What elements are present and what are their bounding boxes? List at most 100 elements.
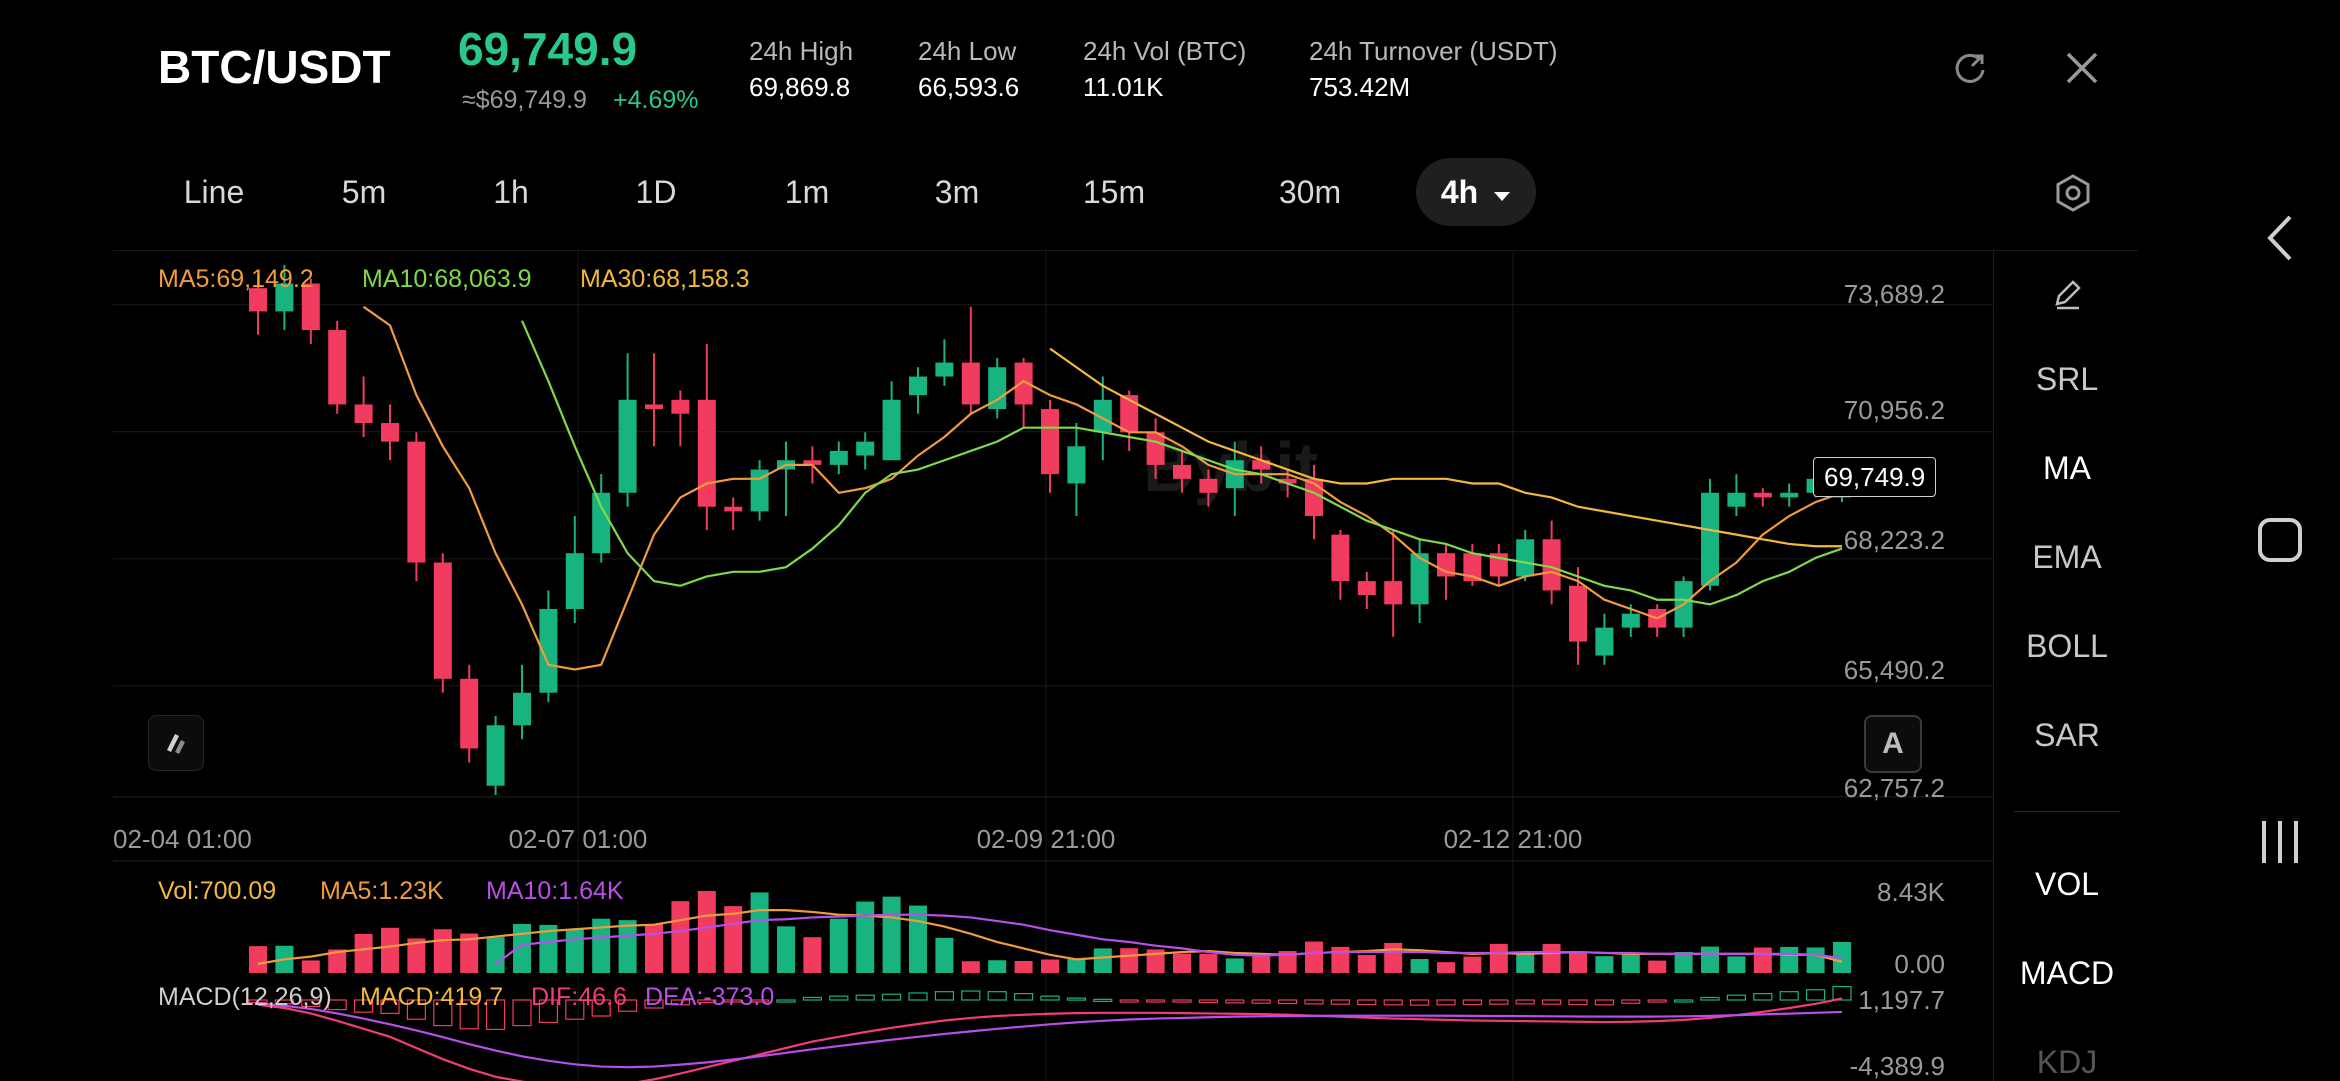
chart-settings-icon[interactable] xyxy=(2050,170,2096,216)
macd-bar xyxy=(1409,999,1430,1006)
rotate-screen-icon[interactable] xyxy=(1948,46,1992,90)
legend-vol: Vol:700.09 xyxy=(158,877,277,905)
indicator-sar[interactable]: SAR xyxy=(2034,717,2100,753)
volume-bar xyxy=(935,937,954,973)
volume-bar xyxy=(882,896,901,973)
indicator-ema[interactable]: EMA xyxy=(2032,539,2102,575)
volume-bar xyxy=(539,924,558,973)
legend-dif: DIF:46.6 xyxy=(531,983,627,1011)
macd-bar xyxy=(274,999,294,1005)
price-tick-label: 68,223.2 xyxy=(1844,525,1945,555)
macd-bar xyxy=(1621,999,1641,1004)
candle-body xyxy=(275,283,294,312)
macd-bar xyxy=(1172,999,1192,1003)
macd-bar xyxy=(1779,991,1799,1001)
tab-3m[interactable]: 3m xyxy=(934,174,980,210)
legend-macd-params: MACD(12,26,9) xyxy=(158,983,332,1011)
volume-bar xyxy=(645,923,663,973)
approx-usd-price: ≈$69,749.9 xyxy=(462,86,587,114)
candle-body xyxy=(1093,399,1112,433)
volume-bar xyxy=(486,937,505,973)
tab-30m[interactable]: 30m xyxy=(1278,174,1342,210)
macd-bar xyxy=(1726,994,1747,1001)
draw-tool-icon[interactable] xyxy=(1994,271,2140,317)
chart-area[interactable]: Bybit 73,689.270,956.268,223.265,490.262… xyxy=(113,250,2140,1081)
volume-bar xyxy=(513,923,531,973)
candle-body xyxy=(829,450,848,465)
macd-bar xyxy=(881,993,902,1001)
indicator-ma[interactable]: MA xyxy=(2043,450,2091,486)
indicator-vol[interactable]: VOL xyxy=(2034,866,2100,902)
volume-bar xyxy=(777,926,795,973)
tab-1h[interactable]: 1h xyxy=(493,174,529,210)
tab-1m[interactable]: 1m xyxy=(784,174,830,210)
ma10-line xyxy=(520,320,1843,606)
candle-body xyxy=(882,399,901,461)
macd-bar xyxy=(1647,999,1667,1003)
macd-bar xyxy=(248,999,268,1004)
volume-bar xyxy=(1305,941,1323,973)
volume-bar xyxy=(1569,952,1587,973)
macd-tick-label: 1,197.7 xyxy=(1858,985,1945,1015)
macd-bar xyxy=(1462,999,1483,1006)
candle-body xyxy=(1041,409,1059,475)
candle-body xyxy=(645,404,663,410)
volume-bar xyxy=(1278,951,1297,973)
volume-bar xyxy=(1489,943,1508,973)
candle-body xyxy=(407,441,426,563)
macd-bar xyxy=(1277,999,1298,1005)
kline-chart[interactable]: Bybit 73,689.270,956.268,223.265,490.262… xyxy=(113,251,2138,1081)
macd-bar xyxy=(406,999,426,1020)
price-tick-label: 62,757.2 xyxy=(1844,773,1945,803)
legend-dea: DEA:-373.0 xyxy=(645,983,775,1011)
macd-bar xyxy=(512,999,532,1027)
volume-tick-label: 8.43K xyxy=(1877,877,1946,907)
candle-body xyxy=(328,330,347,405)
volume-bar xyxy=(1780,946,1799,973)
candle-body xyxy=(1014,362,1033,405)
tab-line[interactable]: Line xyxy=(183,174,245,210)
candle-body xyxy=(1595,627,1614,656)
legend-vol-ma5: MA5:1.23K xyxy=(320,877,444,905)
indicator-srl[interactable]: SRL xyxy=(2035,361,2099,397)
candle-body xyxy=(1384,581,1403,605)
indicator-macd[interactable]: MACD xyxy=(2019,955,2115,991)
ma5-line xyxy=(362,305,1843,671)
macd-bar xyxy=(670,999,691,1006)
macd-bar xyxy=(459,999,479,1030)
macd-pane: 1,197.7 -4,389.9 xyxy=(248,985,1945,1081)
auto-scale-icon[interactable]: A xyxy=(1864,715,1922,773)
home-icon[interactable] xyxy=(2250,510,2310,570)
indicator-kdj[interactable]: KDJ xyxy=(2036,1044,2098,1080)
volume-bar xyxy=(1173,953,1191,973)
volume-bar xyxy=(988,960,1007,973)
current-price-tag: 69,749.9 xyxy=(1813,457,1937,497)
macd-bar xyxy=(1700,996,1720,1001)
exchange-logo-icon[interactable] xyxy=(148,715,204,771)
candle-body xyxy=(961,362,980,405)
tab-4h[interactable]: 4h xyxy=(1416,158,1536,226)
indicator-boll[interactable]: BOLL xyxy=(2026,628,2108,664)
ma30-line xyxy=(1049,347,1842,548)
tab-5m[interactable]: 5m xyxy=(341,174,387,210)
volume-bar xyxy=(565,929,584,973)
recent-apps-icon[interactable] xyxy=(2250,812,2310,872)
last-price: 69,749.9 xyxy=(458,23,638,75)
candles xyxy=(249,264,1851,796)
candle-body xyxy=(1120,395,1139,433)
volume-bar xyxy=(1093,948,1112,973)
legend-macd-value: MACD:419.7 xyxy=(360,983,504,1011)
stat-turnover-label: 24h Turnover (USDT) xyxy=(1309,36,1558,66)
volume-bar xyxy=(1410,958,1429,973)
back-icon[interactable] xyxy=(2250,208,2310,268)
pair-title[interactable]: BTC/USDT xyxy=(158,41,391,93)
tab-1d[interactable]: 1D xyxy=(635,174,677,210)
close-icon[interactable] xyxy=(2060,46,2104,90)
volume-bar xyxy=(328,949,347,973)
volume-bar xyxy=(1595,956,1614,973)
volume-bar xyxy=(1014,960,1033,973)
volume-bar xyxy=(1199,954,1218,973)
legend-vol-ma10: MA10:1.64K xyxy=(486,877,624,905)
tab-15m[interactable]: 15m xyxy=(1082,174,1146,210)
macd-bar xyxy=(1594,999,1615,1006)
